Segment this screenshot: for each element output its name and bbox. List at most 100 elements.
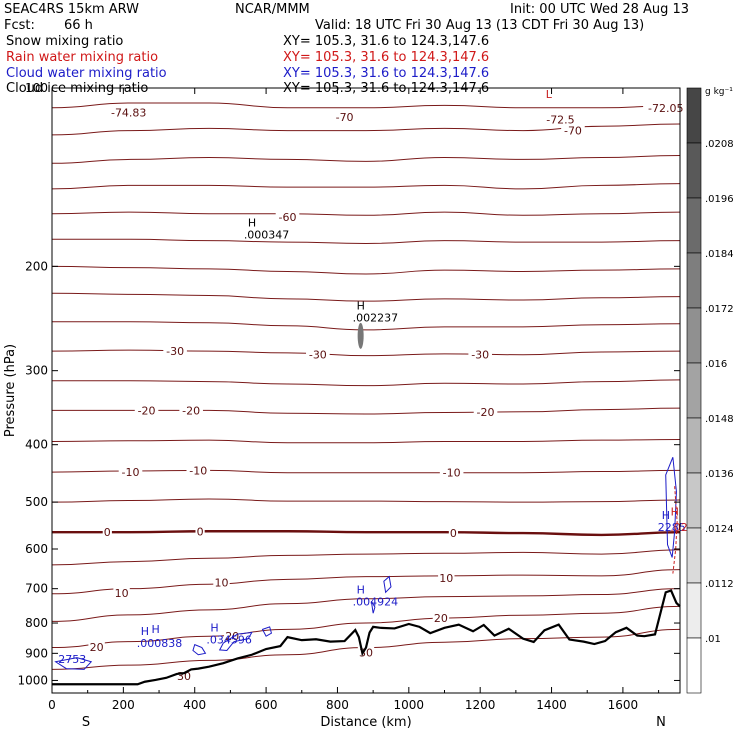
extremum-letter-1: H (357, 300, 365, 313)
endpoint-north-label: N (656, 715, 666, 730)
isotherm-label-12: -10 (122, 466, 140, 479)
y-tick-label-7: 900 (25, 646, 48, 660)
colorbar-label-4: .016 (705, 359, 727, 370)
colorbar-swatch-2 (686, 197, 702, 254)
extremum-letter-10: L (546, 88, 553, 101)
field-snow-title: Snow mixing ratio (6, 34, 124, 49)
colorbar-swatch-9 (686, 582, 702, 639)
colorbar-swatch-10 (686, 637, 702, 694)
isotherm-label-bg-23 (432, 612, 450, 625)
extremum-letter-8: H (671, 506, 679, 519)
cloud-water-contour-3 (54, 657, 93, 670)
extremum-letter-2: H (357, 584, 365, 597)
rain-water-contour (672, 486, 678, 574)
isotherm-label-bg-15 (102, 526, 112, 539)
isotherm-label-14: -10 (443, 467, 461, 480)
endpoint-south-label: S (82, 715, 90, 730)
isotherm-label-16: 0 (197, 525, 204, 538)
isotherm-label-bg-8 (468, 348, 492, 361)
y-tick-label-3: 500 (25, 495, 48, 509)
isotherm-line-10 (51, 379, 681, 387)
x-tick-label-8: 1600 (608, 698, 639, 712)
extremum-value-1: .002237 (353, 312, 399, 325)
cloud-water-contour-4 (383, 575, 392, 594)
isotherm-line-4 (51, 211, 681, 216)
isotherm-line-3 (51, 183, 681, 190)
extrema-labels: H.000347H.002237H.004924H.034596H.000838… (58, 88, 701, 666)
isotherm-line-16 (51, 549, 681, 566)
y-tick-label-1: 300 (25, 364, 48, 378)
organization: NCAR/MMM (235, 2, 310, 17)
isotherm-label-21: 20 (90, 641, 104, 654)
x-tick-label-3: 600 (255, 698, 278, 712)
isotherm-label-bg-0 (106, 106, 152, 119)
forecast-label: Fcst: (4, 18, 35, 33)
isotherm-line-12 (51, 438, 681, 444)
extremum-letter-3: H (210, 621, 218, 634)
extremum-letter-7: H (662, 509, 670, 522)
y-tick-label-2: 400 (25, 438, 48, 452)
field-rain-xy: XY= 105.3, 31.6 to 124.3,147.6 (283, 50, 490, 65)
colorbar-unit: g kg⁻¹ (705, 87, 733, 97)
isotherm-label-bg-2 (561, 124, 585, 137)
cloud-water-contour-2 (261, 626, 273, 637)
isotherm-line-6 (51, 265, 681, 275)
extremum-letter-4: H (141, 625, 149, 638)
isotherm-label-0: -74.83 (111, 107, 146, 120)
isotherm-label-bg-17 (448, 527, 459, 540)
colorbar-label-1: .0196 (705, 194, 734, 205)
isotherm-label-bg-21 (88, 640, 105, 653)
isotherm-line-14 (51, 498, 681, 503)
isotherm-label-23: 20 (434, 612, 448, 625)
isotherm-line-1 (51, 123, 681, 136)
isotherm-label-bg-19 (213, 576, 230, 589)
colorbar-swatch-4 (686, 307, 702, 364)
isotherm-label-6: -30 (166, 345, 184, 358)
colorbar-swatch-7 (686, 472, 702, 529)
isotherm-label-20: 10 (439, 572, 453, 585)
isotherm-label-1: -70 (336, 111, 354, 124)
cloud-water-contour-1 (192, 643, 207, 656)
y-tick-label-8: 1000 (17, 673, 48, 687)
x-tick-label-4: 800 (326, 698, 349, 712)
cloud-water-contour-5 (370, 600, 376, 614)
isotherm-label-15: 0 (104, 526, 111, 539)
colorbar-label-7: .0124 (705, 524, 734, 535)
isotherm-line-7 (51, 292, 681, 302)
extremum-value-4: .000838 (137, 637, 183, 650)
init-time: Init: 00 UTC Wed 28 Aug 13 (510, 2, 690, 17)
y-tick-label-6: 800 (25, 616, 48, 630)
x-axis-label: Distance (km) (320, 715, 411, 730)
isotherm-label-bg-4 (643, 101, 689, 114)
isotherm-label-bg-22 (223, 629, 241, 642)
colorbar-label-5: .0148 (705, 414, 734, 425)
isotherm-label-bg-14 (439, 466, 464, 479)
isotherm-label-bg-18 (113, 587, 130, 600)
isotherm-label-bg-12 (118, 466, 143, 479)
cloud-ice-blob (357, 322, 364, 349)
x-tick-label-5: 1000 (394, 698, 425, 712)
isotherm-label-5: -60 (279, 211, 297, 224)
isotherm-line-17 (51, 569, 681, 595)
x-tick-label-6: 1200 (465, 698, 496, 712)
isotherm-label-13: -10 (189, 464, 207, 477)
isotherm-label-bg-9 (134, 404, 159, 417)
colorbar-swatch-1 (686, 142, 702, 199)
isotherm-line-2 (51, 155, 681, 164)
isotherm-contours: -74.83 -70-70-72.5-72.05-60-30 -30 -30-20 -2… (51, 101, 689, 683)
valid-time: Valid: 18 UTC Fri 30 Aug 13 (13 CDT Fri … (315, 18, 645, 33)
y-tick-label-4: 600 (25, 542, 48, 556)
isotherm-label-7: -30 (309, 349, 327, 362)
isotherm-label-bg-6 (163, 345, 187, 358)
isotherm-label-9: -20 (138, 404, 156, 417)
field-cloudice-xy: XY= 105.3, 31.6 to 124.3,147.6 (283, 81, 490, 96)
field-cloudwater-title: Cloud water mixing ratio (6, 66, 167, 81)
isotherm-label-bg-7 (306, 348, 330, 361)
cloud-water-contour-6 (665, 457, 677, 558)
isotherm-label-11: -20 (477, 406, 495, 419)
isotherm-label-bg-13 (186, 464, 211, 477)
isotherm-label-3: -72.5 (546, 113, 574, 126)
isotherm-label-bg-20 (438, 571, 455, 584)
isotherm-label-10: -20 (182, 404, 200, 417)
